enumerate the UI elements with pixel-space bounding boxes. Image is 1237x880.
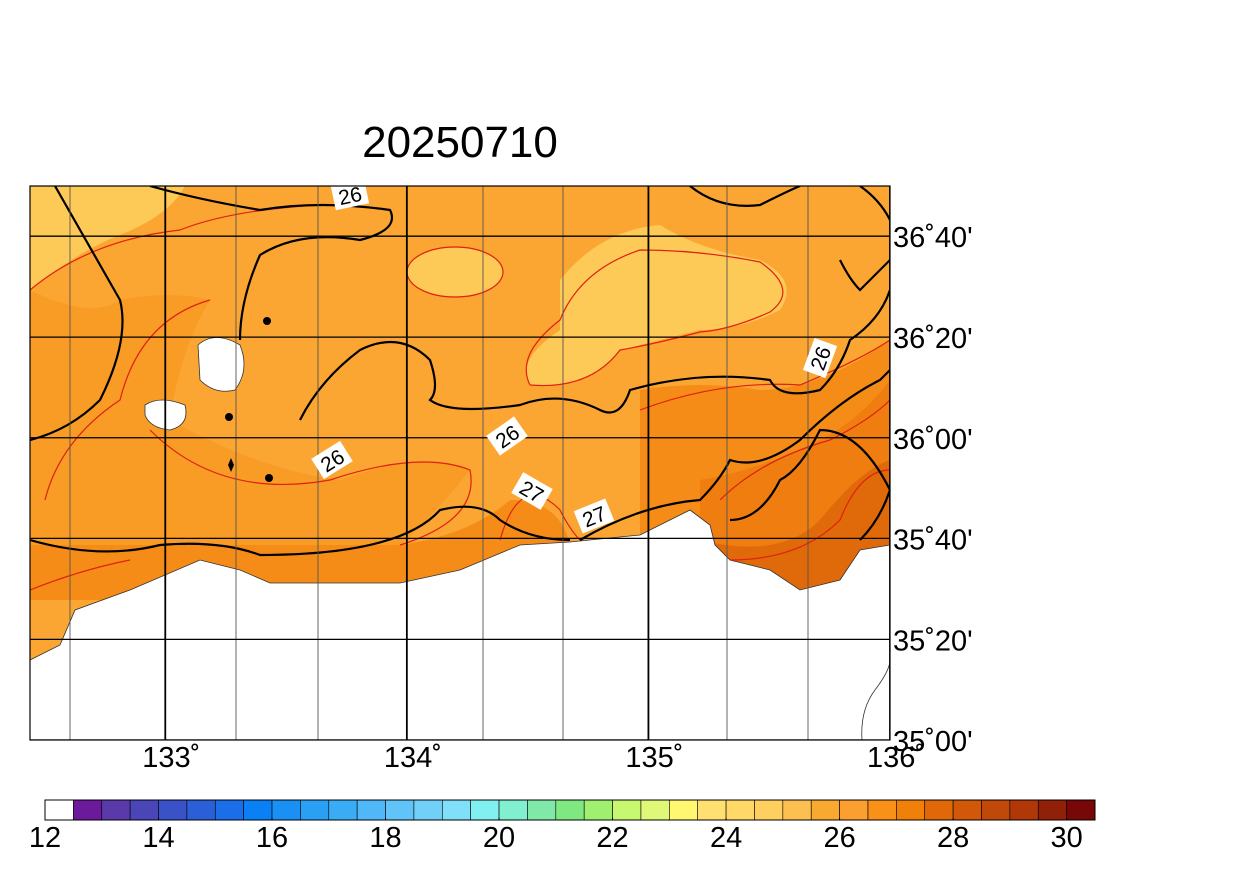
- colorbar-segment: [754, 799, 784, 821]
- colorbar-segment: [158, 799, 188, 821]
- colorbar-segment: [413, 799, 443, 821]
- colorbar-segment: [952, 799, 982, 821]
- colorbar-segment: [300, 799, 330, 821]
- lat-tick-label: 36˚20': [893, 323, 973, 355]
- colorbar-tick-label: 22: [596, 822, 628, 854]
- colorbar-segment: [640, 799, 670, 821]
- colorbar-tick-label: 30: [1050, 822, 1082, 854]
- contour-label: 26: [330, 183, 370, 211]
- colorbar-tick-label: 24: [710, 822, 742, 854]
- colorbar-segment: [271, 799, 301, 821]
- colorbar-segment: [725, 799, 755, 821]
- colorbar-segment: [356, 799, 386, 821]
- colorbar-tick-label: 16: [256, 822, 288, 854]
- grid: [30, 186, 890, 740]
- colorbar-segment: [44, 799, 74, 821]
- colorbar-segment: [782, 799, 812, 821]
- map-frame: [29, 185, 891, 741]
- title: 20250710: [362, 118, 558, 167]
- colorbar-segment: [981, 799, 1011, 821]
- lon-tick-label: 134˚: [384, 742, 442, 774]
- colorbar-segment: [1037, 799, 1067, 821]
- colorbar-segment: [924, 799, 954, 821]
- colorbar-segment: [214, 799, 244, 821]
- colorbar-segment: [385, 799, 415, 821]
- colorbar: 12 14 16 18 20 22 24 26 28 30: [29, 799, 1096, 854]
- colorbar-segment: [101, 799, 131, 821]
- colorbar-tick-label: 26: [823, 822, 855, 854]
- colorbar-tick-label: 14: [142, 822, 174, 854]
- colorbar-segment: [73, 799, 103, 821]
- lat-tick-label: 35˚20': [893, 625, 973, 657]
- contour-label-box: [311, 440, 353, 480]
- colorbar-segment: [1066, 799, 1096, 821]
- lat-tick-label: 36˚00': [893, 424, 973, 456]
- colorbar-tick-label: 20: [483, 822, 515, 854]
- contour-label-box: [330, 186, 370, 211]
- colorbar-segment: [839, 799, 869, 821]
- colorbar-segment: [243, 799, 273, 821]
- colorbar-tick-label: 12: [29, 822, 61, 854]
- colorbar-segment: [527, 799, 557, 821]
- lat-tick-label: 36˚40': [893, 222, 973, 254]
- lon-tick-label: 133˚: [142, 742, 200, 774]
- contour-label-box: [802, 337, 838, 379]
- colorbar-segment: [328, 799, 358, 821]
- colorbar-segment: [867, 799, 897, 821]
- colorbar-segment: [612, 799, 642, 821]
- colorbar-segment: [583, 799, 613, 821]
- contour-label-box: [486, 416, 528, 456]
- colorbar-tick-label: 18: [369, 822, 401, 854]
- colorbar-segment: [186, 799, 216, 821]
- lat-tick-label: 35˚00': [893, 726, 973, 758]
- contour-label-box: [511, 472, 553, 510]
- colorbar-segment: [498, 799, 528, 821]
- colorbar-segment: [129, 799, 159, 821]
- lon-tick-label: 135˚: [625, 742, 683, 774]
- colorbar-segment: [697, 799, 727, 821]
- colorbar-frame: [44, 799, 1096, 821]
- contour-label-box: [573, 498, 615, 534]
- colorbar-segment: [896, 799, 926, 821]
- colorbar-segment: [470, 799, 500, 821]
- lon-tick-label: 136˚: [867, 742, 925, 774]
- lat-tick-label: 35˚40': [893, 524, 973, 556]
- colorbar-segment: [669, 799, 699, 821]
- colorbar-segment: [441, 799, 471, 821]
- colorbar-segment: [555, 799, 585, 821]
- colorbar-segment: [810, 799, 840, 821]
- colorbar-segment: [1009, 799, 1039, 821]
- contour-label-text: 26: [336, 183, 364, 210]
- colorbar-tick-label: 28: [937, 822, 969, 854]
- axis-labels: 133˚ 134˚ 135˚ 136˚35˚00' 35˚20' 35˚40' 36˚00'…: [142, 222, 972, 774]
